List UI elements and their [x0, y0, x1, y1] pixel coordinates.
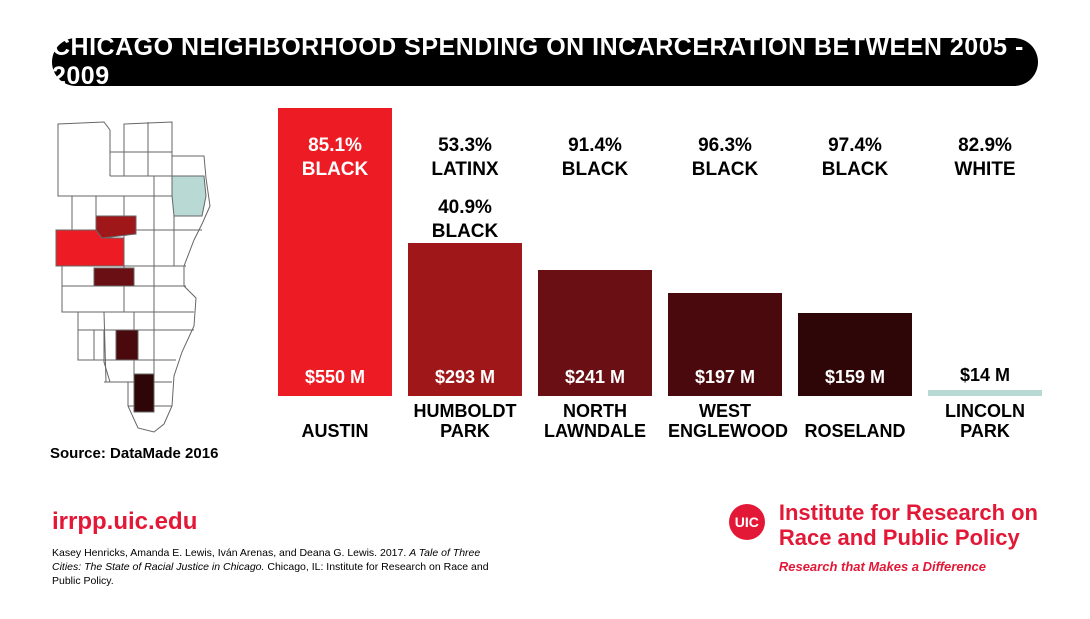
- demographic-stat-secondary: 40.9%BLACK: [408, 196, 522, 244]
- citation-authors: Kasey Henricks, Amanda E. Lewis, Iván Ar…: [52, 547, 409, 559]
- citation: Kasey Henricks, Amanda E. Lewis, Iván Ar…: [52, 546, 502, 589]
- bar: $241 M: [538, 270, 652, 396]
- map-region-west-englewood: [116, 330, 138, 360]
- bar-value-label: $159 M: [798, 367, 912, 388]
- chart-column: $14 M 82.9%WHITE LINCOLNPARK: [928, 110, 1042, 440]
- institute-logo-block: UIC Institute for Research on Race and P…: [729, 500, 1038, 574]
- institute-name-line2: Race and Public Policy: [779, 525, 1038, 550]
- page-title: CHICAGO NEIGHBORHOOD SPENDING ON INCARCE…: [52, 33, 1038, 91]
- bar: $293 M: [408, 243, 522, 396]
- institute-text: Institute for Research on Race and Publi…: [779, 500, 1038, 574]
- demographic-stat: 53.3%LATINX: [408, 134, 522, 182]
- map-region-roseland: [134, 374, 154, 412]
- footer-url: irrpp.uic.edu: [52, 508, 197, 536]
- institute-tagline: Research that Makes a Difference: [779, 559, 1038, 574]
- chart-column: $197 M 96.3%BLACK WESTENGLEWOOD: [668, 110, 782, 440]
- map-region-north-lawndale: [94, 268, 134, 286]
- uic-circle-logo: UIC: [729, 504, 765, 540]
- chart-column: $241 M 91.4%BLACK NORTHLAWNDALE: [538, 110, 652, 440]
- map-region-lincoln-park: [172, 176, 206, 216]
- demographic-stat: 97.4%BLACK: [798, 134, 912, 182]
- bar: $159 M: [798, 313, 912, 396]
- bar-name-label: AUSTIN: [278, 421, 392, 442]
- bar-value-label: $14 M: [928, 365, 1042, 386]
- bar-chart: $550 M 85.1%BLACK AUSTIN $293 M 53.3%LATINX 4…: [278, 110, 1058, 440]
- bar-name-label: WESTENGLEWOOD: [668, 401, 782, 442]
- bar-value-label: $550 M: [278, 367, 392, 388]
- bar-name-label: HUMBOLDTPARK: [408, 401, 522, 442]
- bar-value-label: $293 M: [408, 367, 522, 388]
- source-label: Source: DataMade 2016: [50, 445, 218, 462]
- bar-name-label: NORTHLAWNDALE: [538, 401, 652, 442]
- bar-name-label: ROSELAND: [798, 421, 912, 442]
- demographic-stat: 82.9%WHITE: [928, 134, 1042, 182]
- demographic-stat: 91.4%BLACK: [538, 134, 652, 182]
- chart-column: $159 M 97.4%BLACK ROSELAND: [798, 110, 912, 440]
- demographic-stat: 96.3%BLACK: [668, 134, 782, 182]
- map-svg: [54, 116, 254, 436]
- bar-value-label: $197 M: [668, 367, 782, 388]
- bar-value-label: $241 M: [538, 367, 652, 388]
- institute-name-line1: Institute for Research on: [779, 500, 1038, 525]
- chart-column: $293 M 53.3%LATINX 40.9%BLACK HUMBOLDTPARK: [408, 110, 522, 440]
- chart-column: $550 M 85.1%BLACK AUSTIN: [278, 110, 392, 440]
- bar: $197 M: [668, 293, 782, 396]
- bar-name-label: LINCOLNPARK: [928, 401, 1042, 442]
- chicago-map: [54, 116, 254, 436]
- map-region-humboldt: [96, 216, 136, 238]
- title-bar: CHICAGO NEIGHBORHOOD SPENDING ON INCARCE…: [52, 38, 1038, 86]
- bar: [928, 390, 1042, 396]
- demographic-stat: 85.1%BLACK: [278, 134, 392, 182]
